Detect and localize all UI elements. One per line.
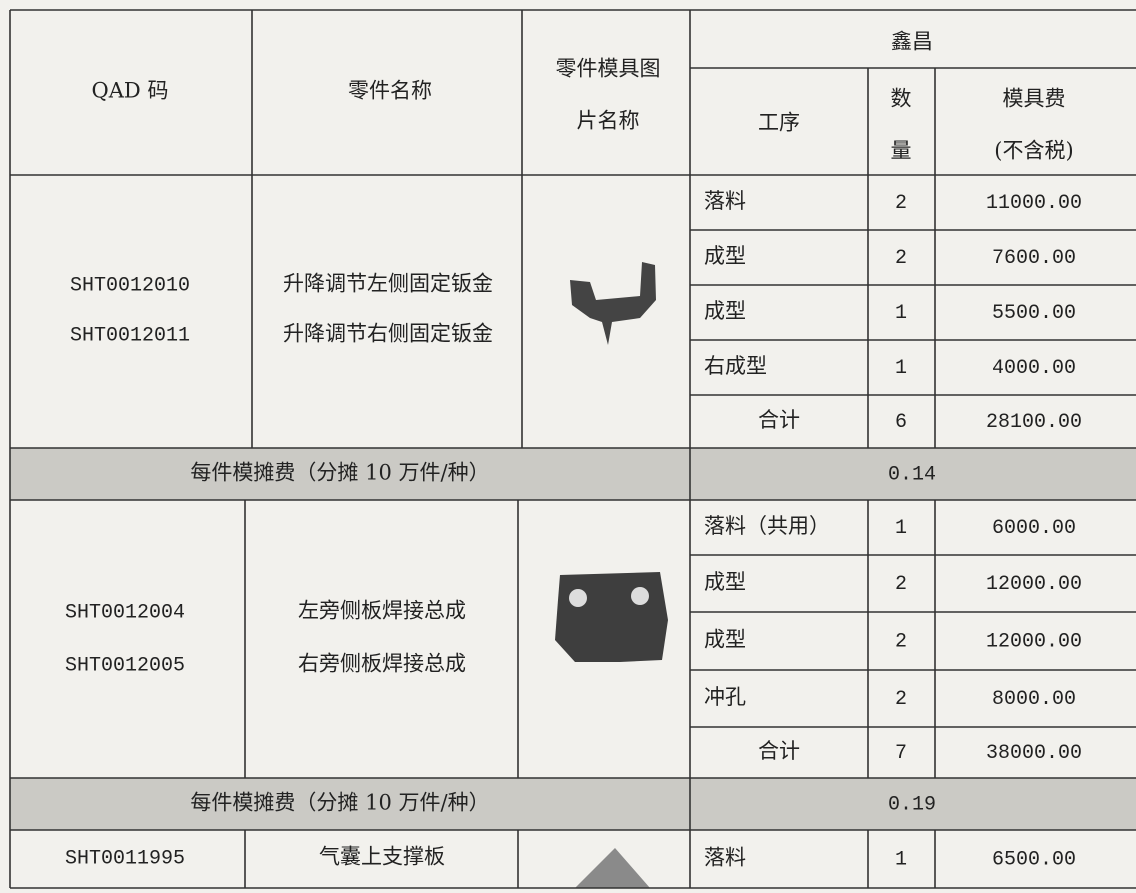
quantity: 2 [895,247,907,270]
shade-row [10,448,1136,500]
header-supplier: 鑫昌 [891,30,933,54]
part-name: 升降调节右侧固定钣金 [283,322,493,346]
part-code: SHT0012005 [65,654,185,677]
fee: 12000.00 [986,630,1082,653]
process: 成型 [704,570,746,594]
header-qty: 量 [891,139,912,163]
quantity: 1 [895,848,907,871]
header-fee: 模具费 [1003,87,1066,111]
share-value: 0.19 [888,793,936,816]
part-image [555,572,668,662]
share-label: 每件模摊费（分摊 10 万件/种） [190,791,489,815]
header-part-name: 零件名称 [348,79,432,103]
part-name: 右旁侧板焊接总成 [298,652,466,676]
quantity: 2 [895,688,907,711]
quantity: 2 [895,573,907,596]
fee: 7600.00 [992,247,1076,270]
process: 落料 [704,189,746,213]
fee: 6500.00 [992,848,1076,871]
quantity: 1 [895,357,907,380]
process: 落料 [704,846,746,870]
quantity: 1 [895,517,907,540]
share-label: 每件模摊费（分摊 10 万件/种） [190,461,489,485]
part-name: 左旁侧板焊接总成 [298,599,466,623]
fee: 12000.00 [986,573,1082,596]
header-process: 工序 [758,111,800,135]
header-image-name: 片名称 [577,109,640,133]
header-fee: (不含税) [994,139,1073,163]
part-image-hole [631,587,649,605]
fee: 11000.00 [986,192,1082,215]
part-code: SHT0012004 [65,601,185,624]
part-name: 升降调节左侧固定钣金 [283,272,493,296]
quantity: 2 [895,630,907,653]
fee: 6000.00 [992,517,1076,540]
quantity: 2 [895,192,907,215]
part-name: 气囊上支撑板 [319,845,445,869]
total-qty: 7 [895,742,907,765]
header-image-name: 零件模具图 [556,57,661,81]
shade-row [10,778,1136,830]
part-image [570,262,656,345]
process: 落料（共用） [704,514,830,538]
total-fee: 28100.00 [986,411,1082,434]
process: 成型 [704,299,746,323]
total-qty: 6 [895,411,907,434]
part-code: SHT0012011 [70,324,190,347]
quantity: 1 [895,302,907,325]
fee: 4000.00 [992,357,1076,380]
process: 冲孔 [704,685,746,709]
process: 成型 [704,628,746,652]
table-lines [9,9,1136,889]
share-value: 0.14 [888,463,936,486]
total-label: 合计 [758,739,800,763]
header-qty: 数 [891,87,912,111]
process: 右成型 [704,354,767,378]
process: 成型 [704,244,746,268]
total-fee: 38000.00 [986,742,1082,765]
header-qad: QAD 码 [92,79,169,103]
part-image-hole [569,589,587,607]
fee: 8000.00 [992,688,1076,711]
part-image [575,848,650,888]
part-code: SHT0012010 [70,274,190,297]
part-code: SHT0011995 [65,847,185,870]
fee: 5500.00 [992,302,1076,325]
total-label: 合计 [758,408,800,432]
